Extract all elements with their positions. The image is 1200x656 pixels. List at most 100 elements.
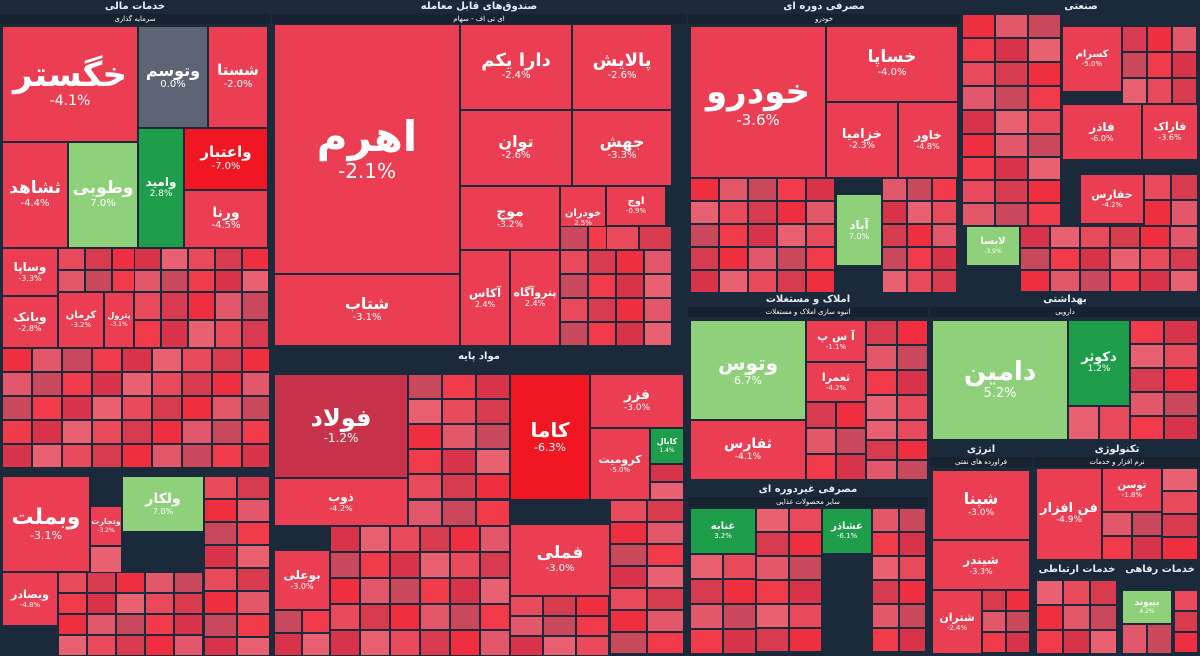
small-tile[interactable]: [1110, 270, 1140, 292]
small-tile[interactable]: [2, 396, 32, 420]
small-tile[interactable]: [122, 372, 152, 396]
small-tile[interactable]: [450, 552, 480, 578]
small-tile[interactable]: [134, 292, 161, 320]
small-tile[interactable]: [962, 38, 995, 62]
small-tile[interactable]: [932, 270, 957, 293]
tile-zob[interactable]: ذوب -4.2%: [274, 478, 408, 526]
small-tile[interactable]: [237, 522, 270, 545]
small-tile[interactable]: [442, 424, 476, 449]
small-tile[interactable]: [1068, 406, 1099, 440]
tile-khsapa[interactable]: خساپا -4.0%: [826, 26, 958, 102]
tile-kabal[interactable]: کابال 1.4%: [650, 428, 684, 464]
small-tile[interactable]: [1063, 580, 1090, 605]
tile-ahrom[interactable]: اهرم -2.1%: [274, 24, 460, 274]
tile-darayekom[interactable]: دارا یکم -2.4%: [460, 24, 572, 110]
small-tile[interactable]: [690, 629, 723, 654]
small-tile[interactable]: [1144, 174, 1171, 200]
small-tile[interactable]: [789, 604, 822, 628]
small-tile[interactable]: [962, 86, 995, 110]
small-tile[interactable]: [690, 270, 719, 293]
small-tile[interactable]: [1006, 632, 1030, 653]
small-tile[interactable]: [2, 420, 32, 444]
small-tile[interactable]: [476, 500, 510, 526]
tile-shetab[interactable]: شتاب -3.1%: [274, 274, 460, 346]
small-tile[interactable]: [188, 248, 215, 270]
small-tile[interactable]: [899, 580, 926, 604]
small-tile[interactable]: [152, 444, 182, 468]
small-tile[interactable]: [408, 424, 442, 449]
small-tile[interactable]: [390, 578, 420, 604]
small-tile[interactable]: [242, 248, 269, 270]
small-tile[interactable]: [789, 508, 822, 532]
small-tile[interactable]: [476, 399, 510, 424]
small-tile[interactable]: [897, 320, 928, 345]
small-tile[interactable]: [644, 250, 672, 274]
small-tile[interactable]: [161, 292, 188, 320]
small-tile[interactable]: [907, 270, 932, 293]
small-tile[interactable]: [1132, 512, 1162, 536]
tile-dkowsar[interactable]: دکوثر 1.2%: [1068, 320, 1130, 406]
small-tile[interactable]: [836, 428, 866, 454]
small-tile[interactable]: [777, 270, 806, 293]
small-tile[interactable]: [789, 628, 822, 652]
tile-shasta[interactable]: شستا -2.0%: [208, 26, 268, 128]
small-tile[interactable]: [480, 604, 510, 630]
small-tile[interactable]: [723, 579, 756, 604]
small-tile[interactable]: [204, 591, 237, 614]
small-tile[interactable]: [152, 396, 182, 420]
small-tile[interactable]: [995, 203, 1028, 226]
small-tile[interactable]: [1036, 630, 1063, 654]
small-tile[interactable]: [1147, 26, 1172, 52]
small-tile[interactable]: [1174, 590, 1198, 611]
small-tile[interactable]: [32, 348, 62, 372]
tile-shahed[interactable]: ثشاهد -4.4%: [2, 142, 68, 248]
small-tile[interactable]: [442, 500, 476, 526]
small-tile[interactable]: [420, 552, 450, 578]
tile-vorna[interactable]: ورنا -4.5%: [184, 190, 268, 248]
tile-foolad[interactable]: فولاد -1.2%: [274, 374, 408, 478]
small-tile[interactable]: [616, 322, 644, 346]
small-tile[interactable]: [215, 320, 242, 348]
small-tile[interactable]: [866, 370, 897, 395]
small-tile[interactable]: [1036, 605, 1063, 630]
small-tile[interactable]: [212, 348, 242, 372]
small-tile[interactable]: [302, 610, 330, 633]
tile-vtoos[interactable]: وتوس 6.7%: [690, 320, 806, 420]
tile-famli[interactable]: فملی -3.0%: [510, 524, 610, 596]
small-tile[interactable]: [58, 614, 87, 635]
small-tile[interactable]: [543, 636, 576, 656]
small-tile[interactable]: [450, 630, 480, 656]
small-tile[interactable]: [690, 224, 719, 247]
small-tile[interactable]: [806, 270, 835, 293]
small-tile[interactable]: [145, 593, 174, 614]
tile-khavar[interactable]: خاور -4.8%: [898, 102, 958, 178]
small-tile[interactable]: [62, 372, 92, 396]
small-tile[interactable]: [866, 420, 897, 440]
small-tile[interactable]: [1164, 368, 1198, 392]
small-tile[interactable]: [932, 178, 957, 201]
small-tile[interactable]: [87, 614, 116, 635]
small-tile[interactable]: [161, 270, 188, 292]
small-tile[interactable]: [330, 526, 360, 552]
small-tile[interactable]: [174, 635, 203, 656]
small-tile[interactable]: [748, 270, 777, 293]
small-tile[interactable]: [122, 444, 152, 468]
small-tile[interactable]: [644, 274, 672, 298]
small-tile[interactable]: [995, 14, 1028, 38]
small-tile[interactable]: [85, 248, 112, 270]
small-tile[interactable]: [204, 614, 237, 637]
small-tile[interactable]: [360, 578, 390, 604]
small-tile[interactable]: [872, 532, 899, 556]
small-tile[interactable]: [330, 578, 360, 604]
small-tile[interactable]: [1006, 611, 1030, 632]
small-tile[interactable]: [510, 616, 543, 636]
small-tile[interactable]: [962, 62, 995, 86]
small-tile[interactable]: [1036, 580, 1063, 605]
small-tile[interactable]: [560, 298, 588, 322]
small-tile[interactable]: [650, 464, 684, 482]
small-tile[interactable]: [1122, 624, 1147, 654]
small-tile[interactable]: [1028, 110, 1061, 134]
small-tile[interactable]: [1028, 180, 1061, 203]
small-tile[interactable]: [1147, 52, 1172, 78]
tile-toosan[interactable]: توسن -1.8%: [1102, 468, 1162, 512]
